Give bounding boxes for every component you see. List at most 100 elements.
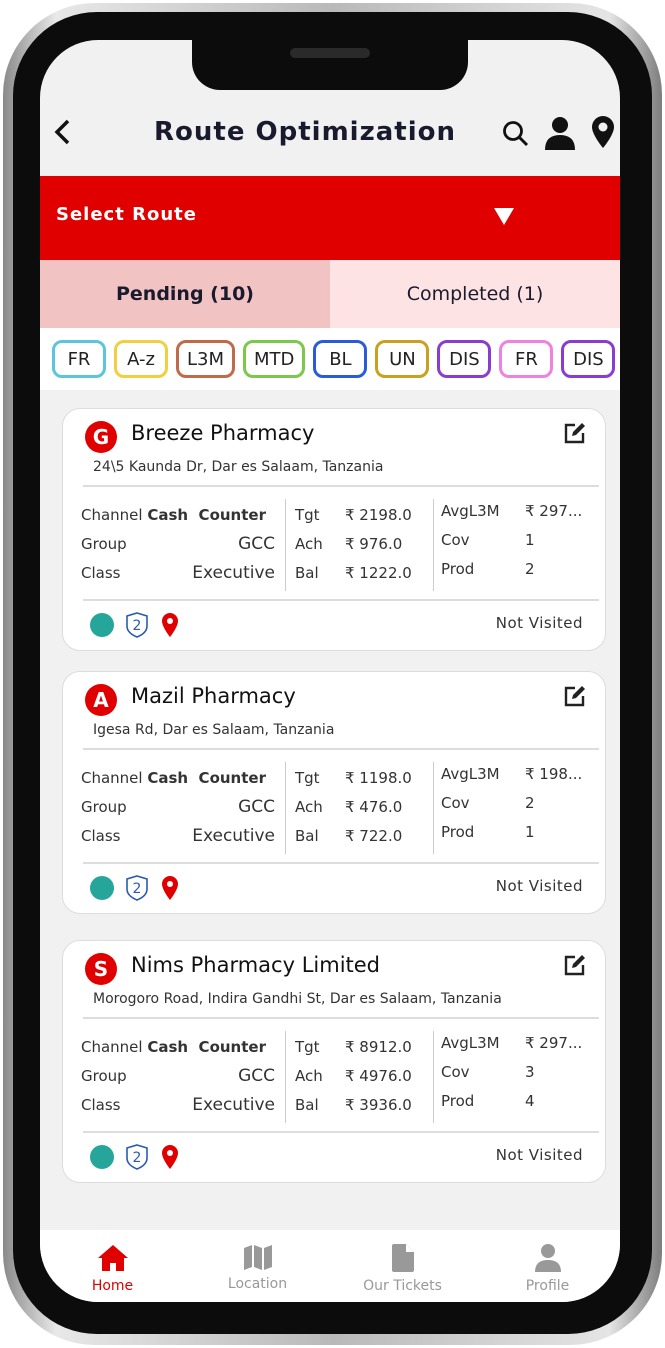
visit-status: Not Visited	[495, 877, 583, 895]
status-dot-icon	[90, 613, 114, 637]
pharmacy-name: Mazil Pharmacy	[131, 684, 296, 708]
filter-chip-fr[interactable]: FR	[52, 340, 106, 378]
user-icon[interactable]	[544, 116, 576, 154]
status-tabs: Pending (10) Completed (1)	[40, 260, 620, 328]
app-header: Route Optimization	[40, 100, 620, 176]
nav-profile[interactable]: Profile	[475, 1230, 620, 1302]
visit-status: Not Visited	[495, 614, 583, 632]
filter-chip-dis[interactable]: DIS	[561, 340, 616, 378]
dropdown-arrow-icon	[494, 208, 514, 225]
pharmacy-name: Breeze Pharmacy	[131, 421, 315, 445]
bal-value: ₹ 1222.0	[345, 564, 412, 582]
shield-icon	[126, 1144, 148, 1170]
status-dot-icon	[90, 876, 114, 900]
group-value: GCC	[238, 1066, 275, 1086]
cov-value: 3	[525, 1063, 535, 1081]
location-pin-icon	[162, 1145, 178, 1169]
avg-label: AvgL3M	[441, 1034, 500, 1052]
filter-chip-un[interactable]: UN	[375, 340, 430, 378]
prod-value: 1	[525, 823, 535, 841]
document-icon	[391, 1244, 414, 1272]
pharmacy-address: Morogoro Road, Indira Gandhi St, Dar es …	[93, 991, 502, 1007]
divider	[433, 499, 434, 591]
channel-value: Cash Counter	[147, 506, 266, 524]
pharmacy-address: Igesa Rd, Dar es Salaam, Tanzania	[93, 722, 335, 738]
avg-value: ₹ 198...	[525, 765, 583, 783]
shield-icon	[126, 875, 148, 901]
prod-value: 4	[525, 1092, 535, 1110]
tgt-value: ₹ 1198.0	[345, 769, 412, 787]
user-icon	[534, 1244, 561, 1272]
nav-home-label: Home	[91, 1278, 134, 1294]
group-value: GCC	[238, 797, 275, 817]
filter-chip-mtd[interactable]: MTD	[243, 340, 306, 378]
pharmacy-address: 24\5 Kaunda Dr, Dar es Salaam, Tanzania	[93, 459, 384, 475]
visit-status: Not Visited	[495, 1146, 583, 1164]
cov-value: 1	[525, 531, 535, 549]
divider	[83, 748, 599, 750]
shield-count: 2	[133, 881, 142, 897]
location-pin-icon[interactable]	[591, 115, 615, 153]
bal-label: Bal	[295, 1096, 319, 1114]
location-pin-icon	[162, 613, 178, 637]
pharmacy-card[interactable]: A Mazil Pharmacy Igesa Rd, Dar es Salaam…	[62, 671, 606, 914]
class-value: Executive	[192, 563, 275, 583]
filter-chip-l3m[interactable]: L3M	[176, 340, 236, 378]
cov-label: Cov	[441, 1063, 470, 1081]
select-route-dropdown[interactable]: Select Route	[40, 176, 620, 260]
channel-value: Cash Counter	[147, 769, 266, 787]
edit-icon[interactable]	[563, 421, 587, 449]
class-label: Class	[81, 827, 121, 845]
edit-icon[interactable]	[563, 953, 587, 981]
phone-notch	[192, 40, 468, 90]
filter-chip-dis[interactable]: DIS	[437, 340, 492, 378]
nav-location-label: Location	[227, 1276, 288, 1292]
page-title: Route Optimization	[154, 117, 456, 147]
tgt-value: ₹ 2198.0	[345, 506, 412, 524]
group-value: GCC	[238, 534, 275, 554]
nav-profile-label: Profile	[525, 1278, 570, 1294]
nav-tickets-label: Our Tickets	[363, 1278, 442, 1294]
search-icon[interactable]	[502, 120, 530, 152]
shield-icon	[126, 612, 148, 638]
ach-label: Ach	[295, 1067, 323, 1085]
location-pin-icon	[162, 876, 178, 900]
pharmacy-card[interactable]: G Breeze Pharmacy 24\5 Kaunda Dr, Dar es…	[62, 408, 606, 651]
divider	[83, 862, 599, 864]
back-button[interactable]	[52, 118, 72, 154]
divider	[83, 599, 599, 601]
pharmacy-card[interactable]: S Nims Pharmacy Limited Morogoro Road, I…	[62, 940, 606, 1183]
filter-chip-bl[interactable]: BL	[313, 340, 368, 378]
ach-value: ₹ 976.0	[345, 535, 403, 553]
tgt-label: Tgt	[295, 506, 320, 524]
tab-completed[interactable]: Completed (1)	[330, 260, 620, 328]
nav-tickets[interactable]: Our Tickets	[330, 1230, 475, 1302]
tab-pending[interactable]: Pending (10)	[40, 260, 330, 328]
bal-value: ₹ 722.0	[345, 827, 403, 845]
class-label: Class	[81, 1096, 121, 1114]
shield-count: 2	[133, 618, 142, 634]
avg-value: ₹ 297...	[525, 502, 583, 520]
speaker	[290, 48, 370, 58]
nav-location[interactable]: Location	[185, 1230, 330, 1302]
cov-value: 2	[525, 794, 535, 812]
home-icon	[97, 1245, 128, 1271]
prod-label: Prod	[441, 823, 475, 841]
initial-badge: A	[85, 684, 117, 716]
bal-label: Bal	[295, 827, 319, 845]
avg-value: ₹ 297...	[525, 1034, 583, 1052]
ach-label: Ach	[295, 798, 323, 816]
divider	[285, 762, 286, 854]
tgt-value: ₹ 8912.0	[345, 1038, 412, 1056]
shield-count: 2	[133, 1150, 142, 1166]
prod-label: Prod	[441, 560, 475, 578]
divider	[285, 499, 286, 591]
nav-home[interactable]: Home	[40, 1230, 185, 1302]
card-footer-icons: 2	[89, 1143, 189, 1175]
prod-label: Prod	[441, 1092, 475, 1110]
initial-badge: S	[85, 953, 117, 985]
filter-chip-a-z[interactable]: A-z	[114, 340, 168, 378]
filter-chip-fr[interactable]: FR	[499, 340, 554, 378]
edit-icon[interactable]	[563, 684, 587, 712]
app-screen: Route Optimization Select Route Pending …	[40, 40, 620, 1302]
